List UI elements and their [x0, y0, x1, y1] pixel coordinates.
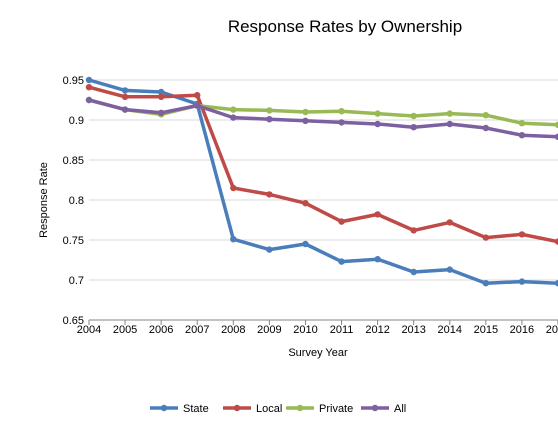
x-tick-label: 2016: [510, 324, 534, 336]
data-point-state-2012: [374, 256, 381, 263]
data-point-private-2014: [446, 110, 453, 117]
legend-item-local: Local: [223, 403, 282, 415]
data-point-all-2011: [338, 119, 345, 126]
data-point-private-2009: [266, 107, 273, 114]
legend-item-private: Private: [286, 403, 353, 415]
data-point-local-2007: [194, 92, 201, 99]
chart-title: Response Rates by Ownership: [228, 17, 462, 36]
data-point-all-2009: [266, 116, 273, 123]
series-line-state: [87, 78, 558, 285]
data-point-state-2009: [266, 246, 273, 253]
x-tick-label: 2014: [438, 324, 462, 336]
data-point-all-2014: [446, 120, 453, 128]
data-point-local-2004: [85, 84, 93, 91]
data-point-local-2014: [446, 219, 453, 226]
data-point-state-2006: [157, 88, 165, 96]
legend-item-all: All: [361, 403, 406, 415]
x-tick-label: 2011: [330, 324, 354, 336]
series-line-all: [87, 98, 558, 139]
y-axis-ticks: 0.65 0.7 0.75 0.8 0.85 0.9 0.95: [63, 75, 84, 327]
series-group: [85, 76, 558, 287]
series-all: [85, 96, 558, 140]
x-tick-label: 2009: [257, 324, 281, 336]
data-point-all-2008: [230, 114, 237, 121]
data-point-state-2011: [338, 258, 345, 265]
y-tick-label: 0.85: [63, 155, 84, 167]
legend-label: Local: [256, 403, 282, 415]
data-point-private-2008: [230, 106, 237, 113]
x-tick-label: 2006: [149, 324, 173, 336]
data-point-private-2013: [410, 112, 417, 120]
series-line-local: [87, 85, 558, 244]
data-point-state-2017: [554, 280, 558, 287]
data-point-private-2017: [554, 121, 558, 128]
x-tick-label: 2013: [401, 324, 425, 336]
data-point-local-2009: [266, 191, 273, 198]
data-point-local-2005: [121, 93, 129, 101]
series-state: [85, 76, 558, 287]
legend: State Local Private All: [150, 403, 406, 415]
x-tick-label: 2010: [293, 324, 317, 336]
y-axis-label: Response Rate: [38, 162, 50, 238]
data-point-private-2012: [374, 110, 381, 117]
data-point-state-2010: [302, 240, 309, 248]
x-tick-label: 2015: [474, 324, 498, 336]
data-point-local-2006: [157, 93, 165, 101]
data-point-local-2008: [230, 184, 237, 192]
legend-swatch-marker: [233, 404, 241, 412]
legend-swatch-marker: [371, 404, 379, 412]
legend-label: All: [394, 403, 406, 415]
data-point-state-2004: [85, 76, 93, 84]
x-axis-label: Survey Year: [288, 347, 348, 359]
data-point-local-2012: [374, 211, 381, 218]
series-local: [85, 84, 558, 245]
legend-label: State: [183, 403, 209, 415]
data-point-all-2013: [410, 124, 417, 131]
data-point-local-2011: [338, 218, 345, 225]
data-point-all-2010: [302, 117, 309, 125]
data-point-all-2007: [194, 102, 201, 109]
x-tick-label: 2008: [221, 324, 245, 336]
data-point-state-2016: [518, 278, 526, 285]
data-point-all-2015: [482, 124, 490, 132]
data-point-private-2010: [302, 108, 309, 116]
data-point-local-2010: [302, 200, 309, 207]
x-tick-label: 2007: [185, 324, 209, 336]
legend-swatch-marker: [296, 404, 304, 412]
data-point-all-2016: [518, 132, 526, 139]
data-point-state-2015: [482, 280, 490, 287]
data-point-private-2011: [338, 108, 345, 115]
data-point-all-2005: [121, 106, 129, 113]
y-tick-label: 0.65: [63, 315, 84, 327]
data-point-state-2005: [121, 87, 129, 94]
x-tick-label: 2017: [546, 324, 558, 336]
legend-swatch-marker: [160, 404, 168, 412]
legend-item-state: State: [150, 403, 209, 415]
data-point-private-2016: [518, 120, 526, 127]
data-point-state-2013: [410, 268, 417, 276]
data-point-state-2008: [230, 236, 237, 243]
data-point-state-2014: [446, 266, 453, 273]
data-point-all-2017: [554, 133, 558, 140]
y-tick-label: 0.9: [69, 115, 84, 127]
data-point-local-2016: [518, 231, 526, 238]
x-tick-label: 2012: [365, 324, 389, 336]
data-point-local-2015: [482, 234, 490, 241]
data-point-local-2013: [410, 227, 417, 234]
y-tick-label: 0.75: [63, 235, 84, 247]
data-point-private-2015: [482, 112, 490, 119]
data-point-all-2006: [157, 109, 165, 117]
y-tick-label: 0.95: [63, 75, 84, 87]
y-tick-label: 0.8: [69, 195, 84, 207]
x-tick-label: 2005: [113, 324, 137, 336]
x-tick-label: 2004: [77, 324, 101, 336]
data-point-local-2017: [554, 238, 558, 245]
data-point-all-2004: [85, 96, 93, 104]
legend-label: Private: [319, 403, 353, 415]
x-axis-ticks: 2004 2005 2006 2007 2008 2009 2010 2011 2012 2013…: [77, 320, 558, 336]
y-tick-label: 0.7: [69, 275, 84, 287]
data-point-all-2012: [374, 120, 381, 128]
